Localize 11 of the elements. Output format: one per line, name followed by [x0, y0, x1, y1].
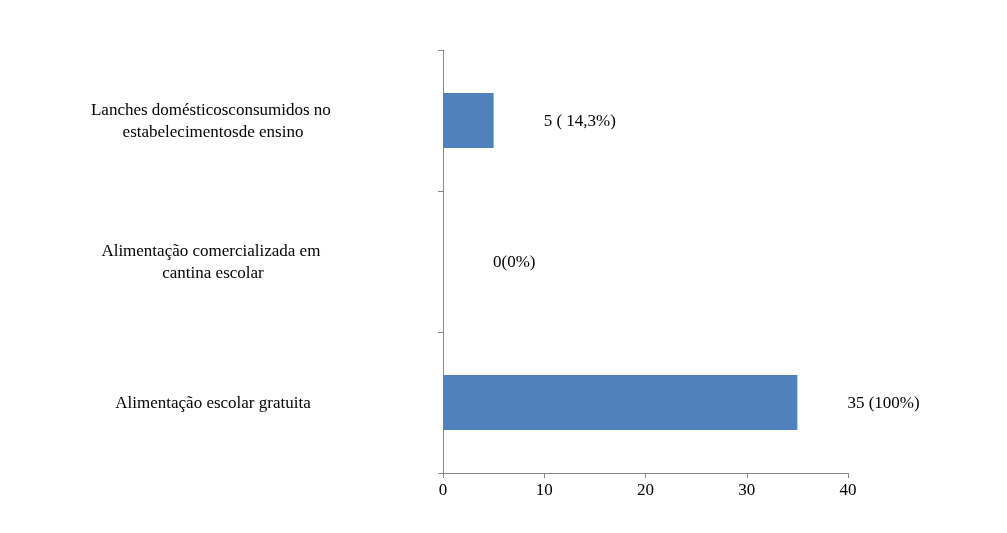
data-label: 5 ( 14,3%) — [543, 111, 616, 130]
x-tick-label: 30 — [738, 480, 756, 499]
x-tick-label: 0 — [438, 480, 448, 499]
data-label: 35 (100%) — [847, 393, 920, 412]
y-tick-label: Alimentação comercializada em cantina escolar — [101, 241, 325, 282]
y-tick-label: Lanches domésticosconsumidos no estabelecimentosde ensino — [90, 100, 336, 141]
data-label: 0(0%) — [493, 252, 536, 271]
x-tick-label: 20 — [637, 480, 654, 499]
y-tick-label: Alimentação escolar gratuita — [115, 393, 312, 412]
x-tick-label: 40 — [839, 480, 857, 499]
x-tick-label: 10 — [535, 480, 553, 499]
